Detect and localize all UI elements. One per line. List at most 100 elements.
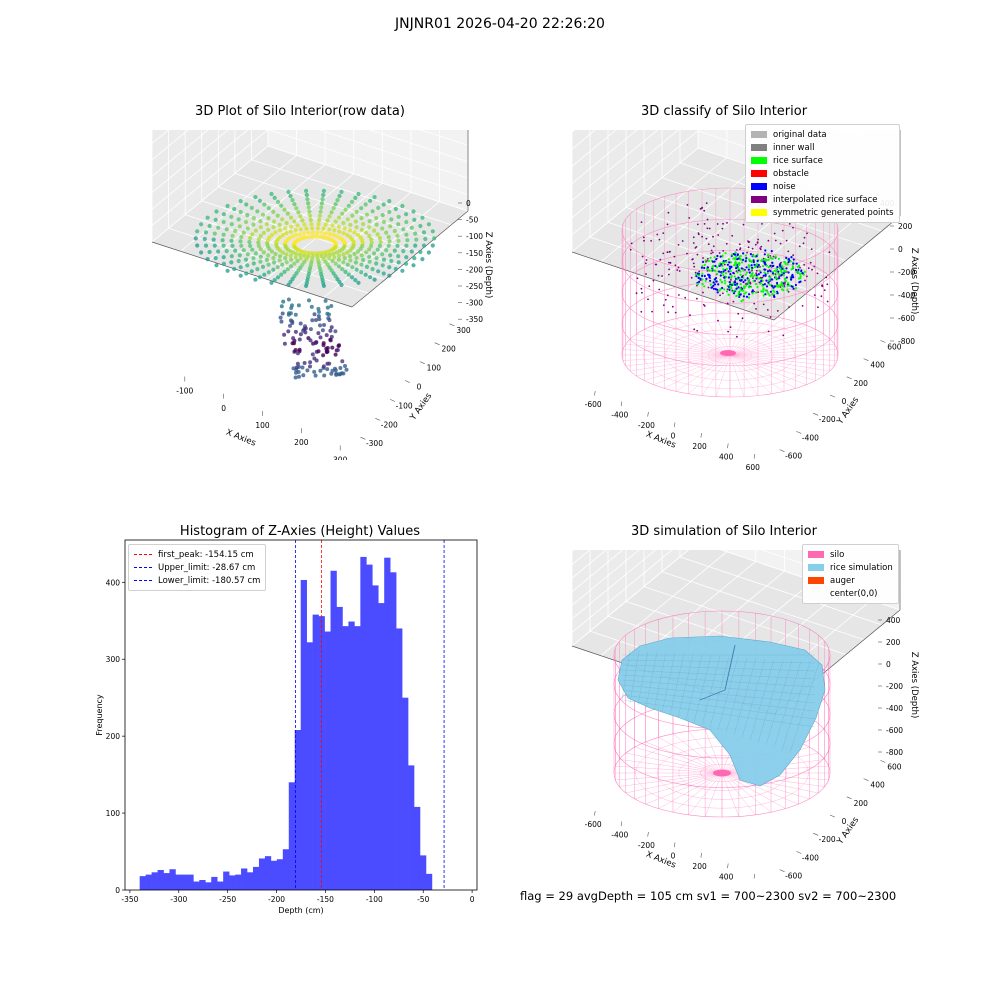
data-point: [220, 238, 225, 243]
data-point: [387, 273, 392, 278]
data-point: [216, 225, 221, 230]
data-point: [396, 260, 401, 265]
data-point: [273, 251, 278, 257]
noise-point: [763, 283, 766, 286]
histogram-bar: [169, 869, 176, 890]
data-point: [237, 253, 242, 258]
data-point: [327, 231, 333, 237]
interpolated-point: [778, 275, 780, 278]
silo-floor-line: [729, 354, 772, 394]
silo-floor-line: [729, 329, 816, 356]
data-point: [260, 212, 266, 217]
interpolated-point: [656, 233, 659, 236]
silo-floor-line: [615, 772, 723, 781]
noise-point: [715, 258, 718, 261]
rice-surface-point: [737, 291, 740, 295]
data-point: [342, 256, 347, 261]
legend-item: noise: [751, 180, 894, 193]
noise-point: [759, 271, 762, 274]
interpolated-point: [663, 304, 665, 307]
noise-point: [756, 259, 759, 263]
noise-point: [785, 276, 788, 279]
noise-point: [777, 270, 780, 273]
mesh-line: [621, 684, 816, 704]
data-point: [336, 215, 342, 220]
y-tick-label: 400: [870, 361, 885, 370]
interpolated-point: [732, 300, 735, 303]
interpolated-point: [678, 294, 680, 296]
histogram-bar: [145, 874, 152, 890]
interpolated-point: [652, 279, 655, 282]
interpolated-point: [726, 288, 729, 291]
data-point: [393, 206, 398, 212]
rice-surface-point: [720, 281, 724, 284]
y-tick-label: -200: [381, 420, 398, 429]
silo-floor-line: [701, 314, 731, 356]
interpolated-point: [813, 265, 816, 268]
noise-point: [787, 271, 790, 274]
data-point: [305, 197, 310, 202]
rice-surface-point: [741, 299, 744, 302]
noise-point: [790, 256, 793, 259]
data-point: [335, 198, 340, 203]
data-point: [245, 263, 250, 268]
data-point: [369, 243, 374, 249]
noise-point: [716, 254, 719, 258]
silo-floor-line: [729, 354, 824, 377]
data-point: [314, 234, 319, 239]
noise-point: [705, 277, 708, 280]
rice-simulation-surface: [617, 635, 826, 787]
interpolated-point: [696, 329, 699, 332]
y-tick-label: 200: [854, 799, 869, 808]
silo-floor-line: [619, 759, 723, 774]
rice-surface-point: [739, 258, 742, 261]
data-point: [320, 197, 325, 202]
data-point: [207, 223, 212, 229]
interpolated-point: [823, 289, 826, 291]
interpolated-point: [817, 306, 819, 309]
noise-point: [776, 281, 779, 285]
data-point: [392, 248, 397, 253]
histogram-bar: [348, 621, 355, 890]
histogram-bar: [247, 872, 254, 890]
histogram-bar: [264, 856, 272, 890]
silo-floor-line: [645, 772, 723, 805]
data-point: [387, 199, 392, 204]
z-tick-label: -250: [466, 282, 483, 291]
legend-label: inner wall: [773, 142, 815, 153]
interpolated-point: [792, 254, 795, 257]
rice-surface-point: [784, 270, 787, 273]
interpolated-point: [772, 255, 775, 258]
rice-surface-point: [787, 282, 790, 285]
z-tick-label: -200: [466, 265, 483, 274]
interpolated-point: [747, 241, 750, 243]
rice-surface-point: [727, 258, 730, 261]
rice-surface-point: [736, 271, 739, 274]
data-point: [258, 225, 263, 230]
data-point: [420, 257, 425, 262]
noise-point: [770, 250, 773, 253]
noise-point: [794, 283, 797, 287]
rice-surface-point: [739, 270, 742, 273]
data-point: [238, 265, 243, 270]
data-point: [253, 195, 258, 200]
noise-point: [787, 258, 790, 261]
mesh-line: [685, 654, 703, 721]
data-point: [258, 247, 263, 252]
data-point: [339, 282, 344, 287]
data-point: [295, 361, 300, 366]
data-point: [316, 306, 321, 311]
y-tick-label: 100: [106, 809, 121, 818]
data-point: [294, 370, 298, 375]
y-tick-label: 400: [106, 578, 121, 587]
histogram-bar: [408, 765, 415, 890]
data-point: [335, 348, 340, 352]
raw-3d-plot: -100 0 100 200 300 X Axies -300 -200 -100 0 100 200…: [151, 130, 493, 460]
silo-floor-line: [653, 325, 731, 356]
data-point: [312, 312, 317, 317]
data-point: [348, 222, 353, 227]
data-point: [241, 230, 246, 235]
data-point: [332, 255, 337, 260]
legend-swatch: [808, 577, 824, 584]
rice-surface-point: [735, 255, 738, 258]
